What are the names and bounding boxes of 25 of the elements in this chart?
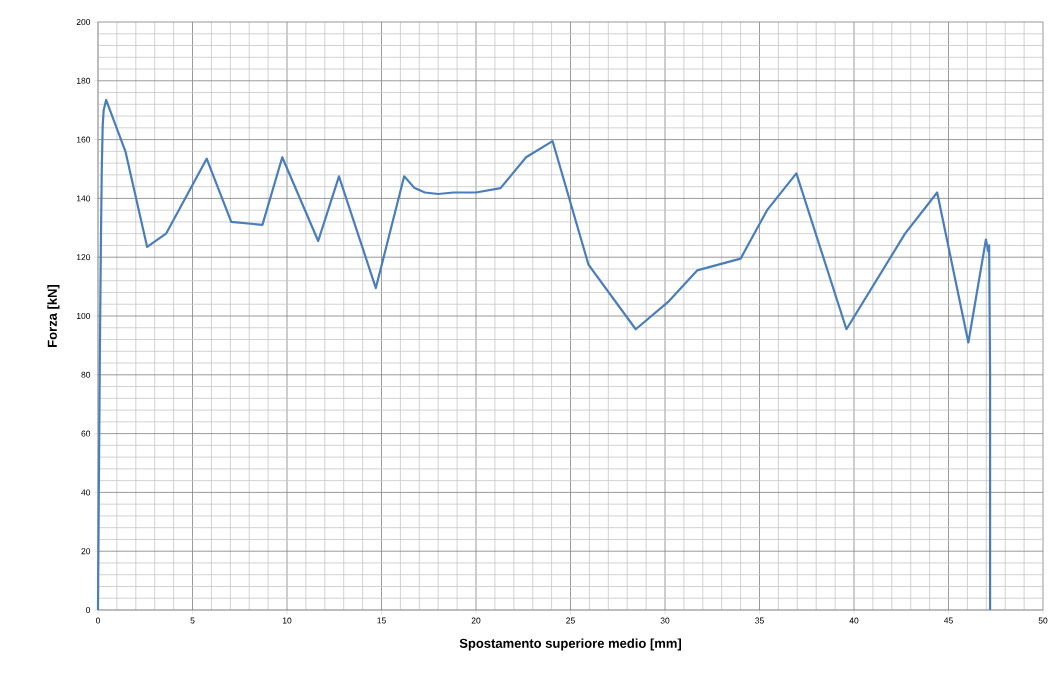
x-tick-label: 45 <box>943 617 953 624</box>
y-tick-label: 80 <box>81 371 91 378</box>
x-tick-label: 10 <box>282 617 292 624</box>
y-tick-label: 20 <box>81 548 91 555</box>
x-tick-label: 5 <box>190 617 195 624</box>
y-tick-label: 60 <box>81 430 91 437</box>
y-tick-label: 40 <box>81 489 91 496</box>
x-tick-label: 50 <box>1038 617 1048 624</box>
x-tick-label: 25 <box>566 617 575 624</box>
y-axis-title: Forza [kN] <box>47 284 60 347</box>
x-tick-label: 0 <box>95 617 101 624</box>
y-tick-label: 200 <box>76 18 91 25</box>
y-tick-label: 160 <box>76 136 91 143</box>
y-tick-label: 140 <box>76 195 91 202</box>
x-tick-label: 15 <box>377 617 386 624</box>
line-series <box>96 98 992 612</box>
y-tick-label: 0 <box>86 606 91 613</box>
y-tick-label: 120 <box>76 254 91 261</box>
x-tick-label: 30 <box>660 617 670 624</box>
x-axis-title: Spostamento superiore medio [mm] <box>459 638 681 651</box>
y-tick-label: 100 <box>76 312 91 319</box>
x-tick-label: 40 <box>849 617 859 624</box>
y-tick-label: 180 <box>76 77 91 84</box>
x-tick-label: 35 <box>755 617 764 624</box>
x-tick-label: 20 <box>471 617 481 624</box>
